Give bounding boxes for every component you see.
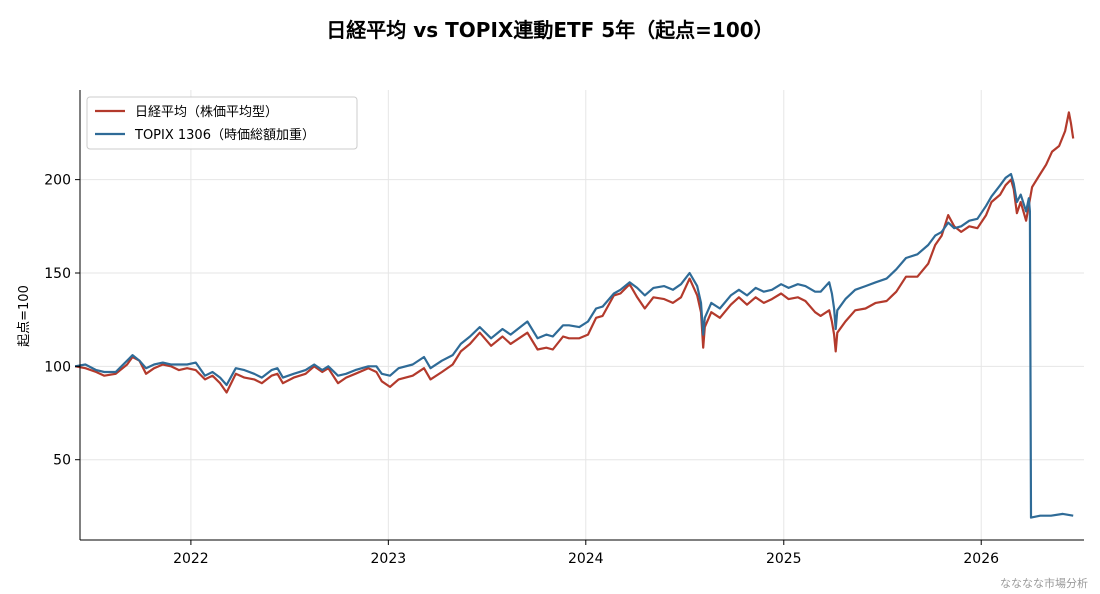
nikkei-series-line bbox=[74, 111, 1075, 394]
tick-labels: 50 100 150 200 2022 2023 2024 2025 2026 bbox=[44, 173, 999, 567]
legend-box bbox=[86, 96, 358, 150]
credit-text: なななな市場分析 bbox=[1000, 577, 1088, 590]
grid-lines bbox=[80, 90, 1084, 540]
y-tick-label: 100 bbox=[44, 359, 71, 375]
legend-label-topix: TOPIX 1306（時価総額加重） bbox=[134, 127, 315, 143]
chart-title: 日経平均 vs TOPIX連動ETF 5年（起点=100） bbox=[326, 18, 774, 42]
legend: 日経平均（株価平均型） TOPIX 1306（時価総額加重） bbox=[86, 96, 358, 150]
series-lines bbox=[74, 111, 1075, 519]
y-tick-label: 150 bbox=[44, 266, 71, 282]
x-tick-label: 2025 bbox=[766, 551, 802, 567]
axes bbox=[75, 90, 1084, 545]
legend-label-nikkei: 日経平均（株価平均型） bbox=[135, 105, 278, 120]
y-axis-label: 起点=100 bbox=[17, 285, 32, 347]
x-tick-label: 2022 bbox=[173, 551, 209, 567]
x-tick-label: 2026 bbox=[963, 551, 999, 567]
x-tick-label: 2024 bbox=[568, 551, 604, 567]
y-tick-label: 50 bbox=[53, 453, 71, 469]
topix-series-line bbox=[74, 172, 1074, 519]
y-tick-label: 200 bbox=[44, 173, 71, 189]
x-tick-label: 2023 bbox=[371, 551, 407, 567]
